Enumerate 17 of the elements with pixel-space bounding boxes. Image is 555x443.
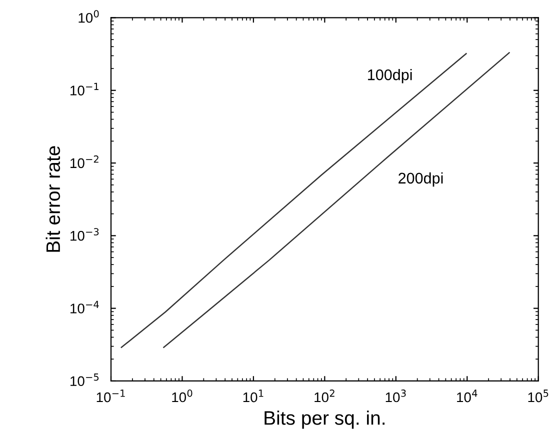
- series-label: 100dpi: [368, 69, 412, 84]
- x-tick-label: 10$^{5}$: [528, 390, 548, 402]
- y-axis-title: Bit error rate: [46, 146, 60, 252]
- x-tick-label: 10$^{0}$: [172, 390, 192, 402]
- y-tick-label: 10$^{−1}$: [70, 82, 98, 96]
- x-axis-title: Bits per sq. in.: [264, 410, 385, 429]
- x-tick-label: 10$^{2}$: [314, 390, 334, 402]
- series-label: 200dpi: [398, 172, 443, 187]
- y-tick-label: 10$^{0}$: [78, 10, 99, 23]
- x-tick-label: 10$^{3}$: [386, 390, 406, 402]
- x-tick-label: 10$^{1}$: [243, 390, 264, 402]
- y-tick-label: 10$^{−5}$: [70, 374, 99, 386]
- y-tick-label: 10$^{−2}$: [70, 155, 98, 168]
- y-tick-label: 10$^{−4}$: [70, 300, 99, 314]
- x-tick-label: 10$^{−1}$: [96, 390, 125, 402]
- y-tick-label: 10$^{−3}$: [70, 228, 99, 241]
- x-tick-label: 10$^{4}$: [457, 390, 478, 402]
